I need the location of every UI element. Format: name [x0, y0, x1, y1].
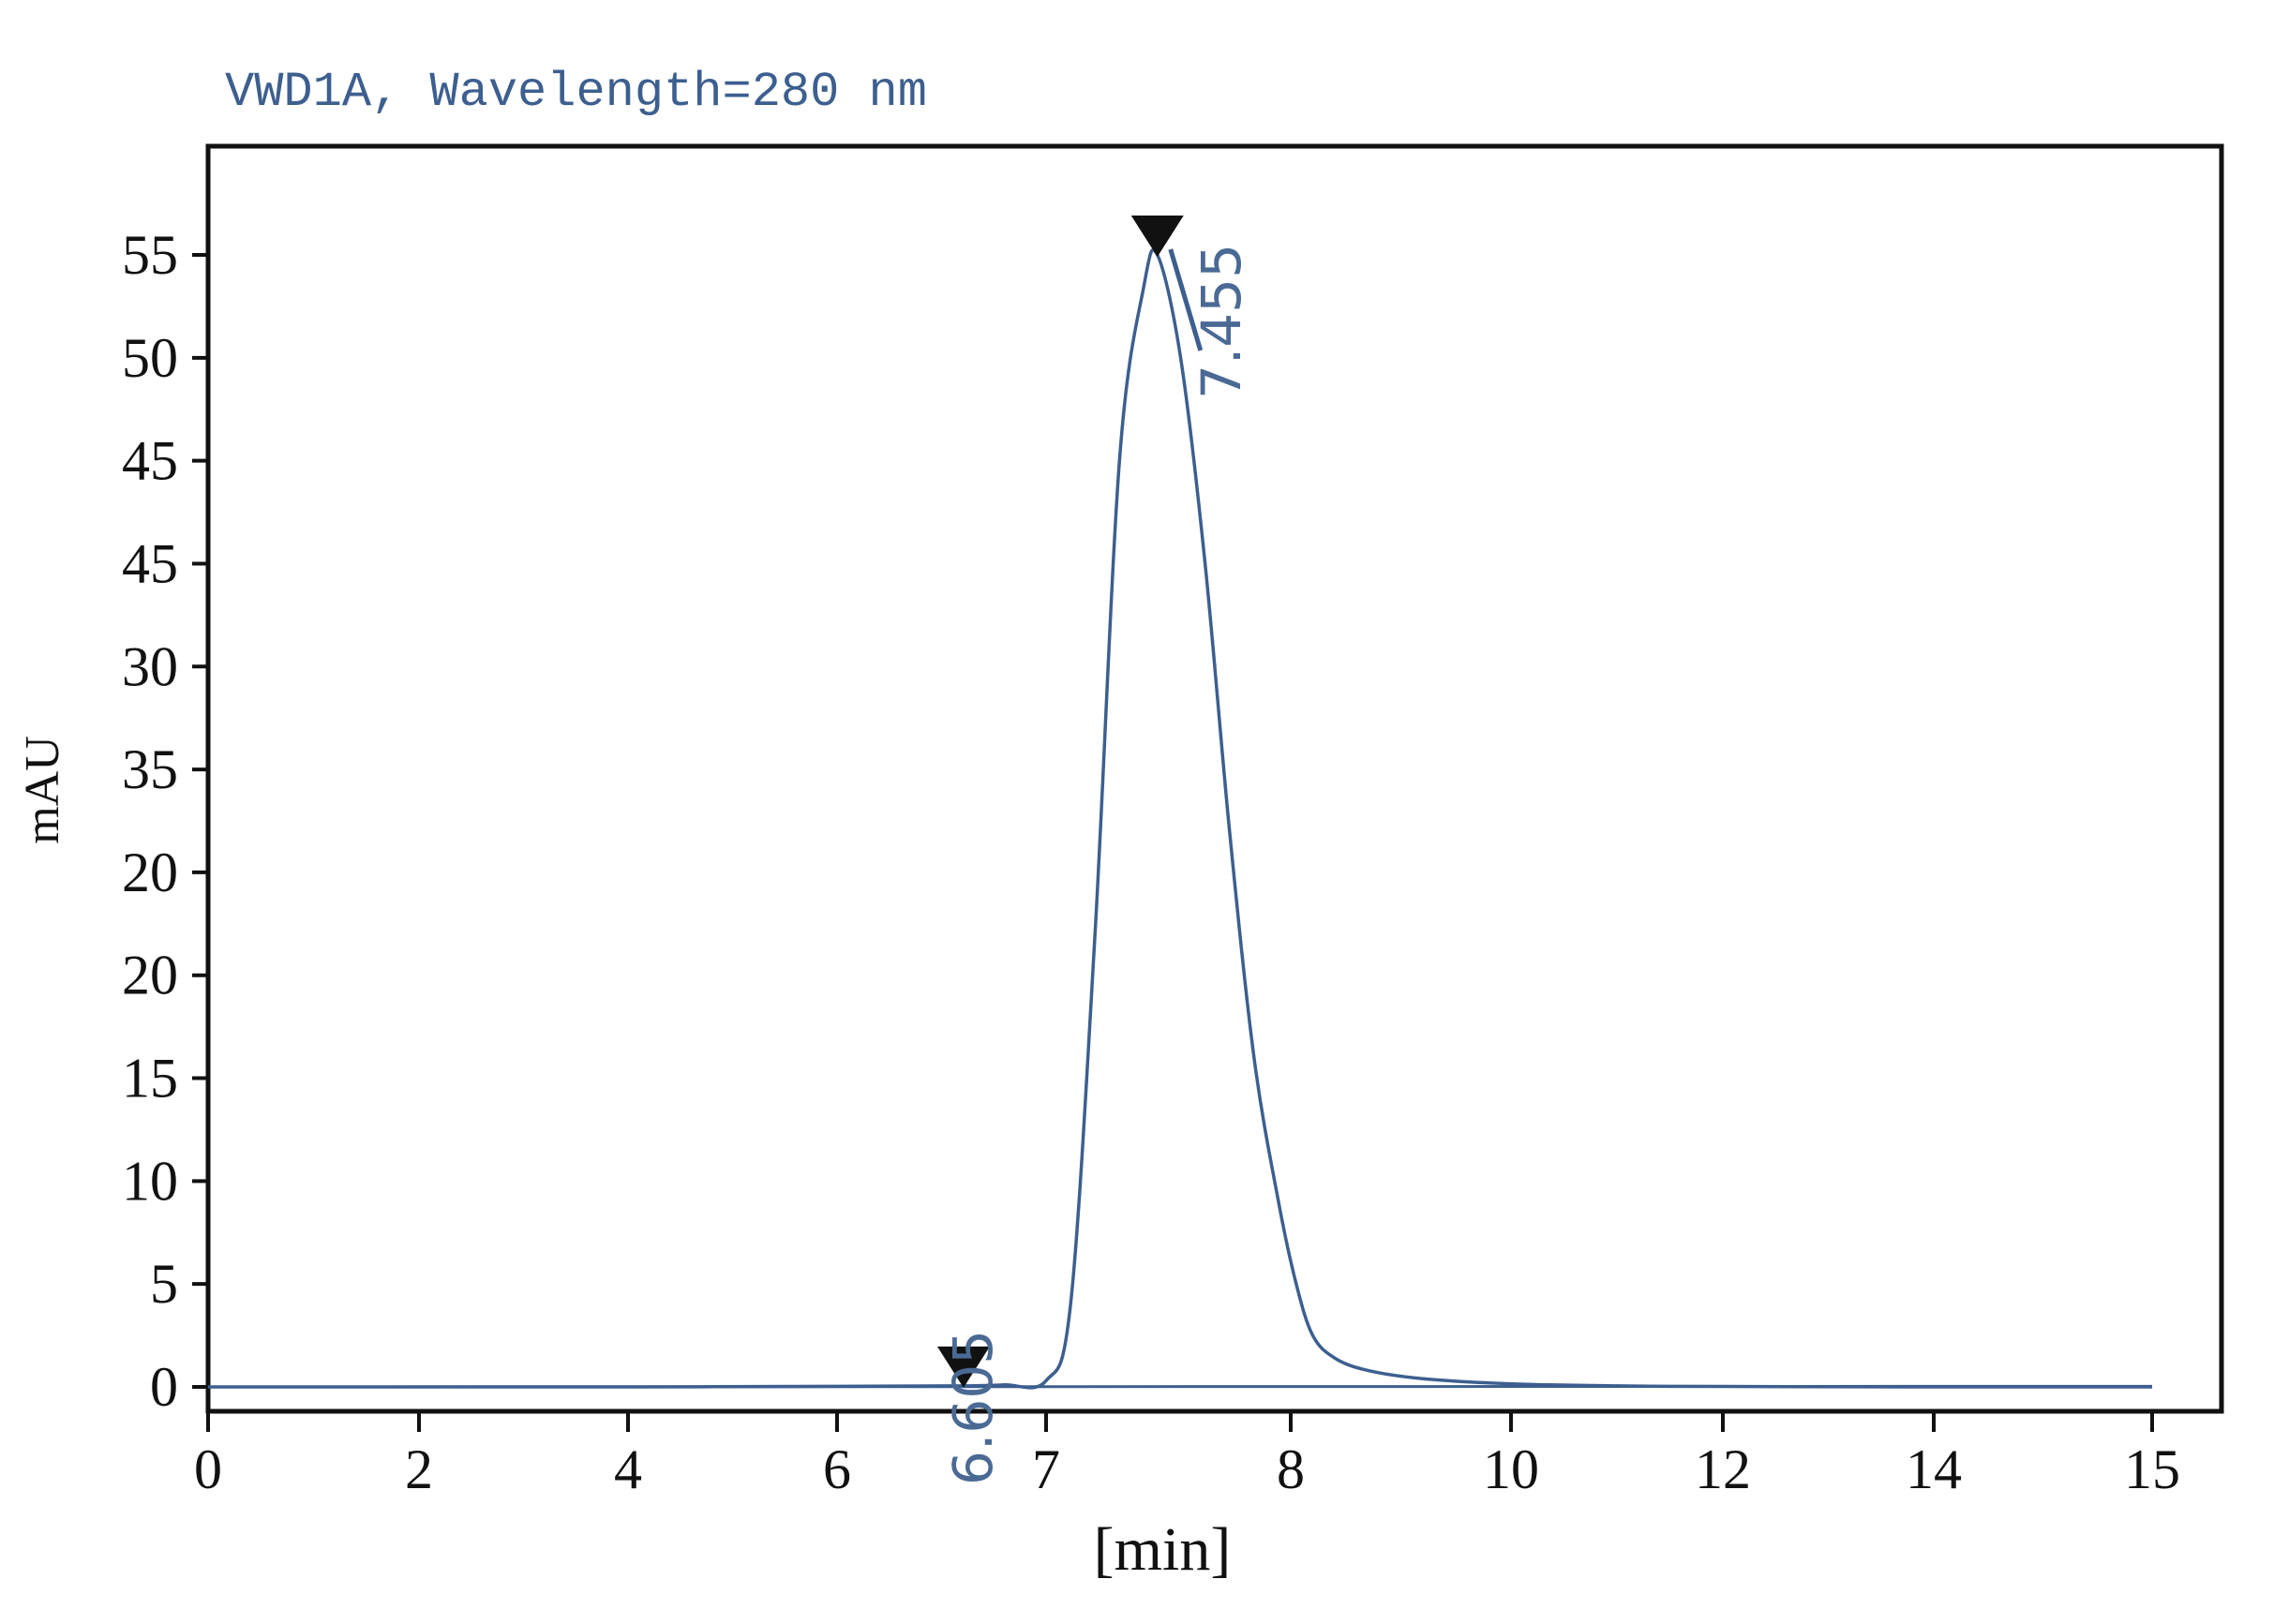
- peak-retention-time-label: 7.455: [1189, 244, 1253, 399]
- y-tick-label: 35: [122, 738, 178, 800]
- y-tick-label: 0: [150, 1356, 178, 1418]
- x-tick-label: 4: [614, 1438, 642, 1500]
- x-tick-label: 10: [1483, 1438, 1539, 1500]
- y-tick-label: 30: [122, 635, 178, 697]
- x-tick-label: 12: [1695, 1438, 1751, 1500]
- x-tick-label: 15: [2124, 1438, 2180, 1500]
- plot-content: 6.605 7.455: [207, 216, 2153, 1485]
- x-tick-label: 0: [194, 1438, 222, 1500]
- y-tick-label: 45: [122, 430, 178, 492]
- x-tick-label: 2: [405, 1438, 433, 1500]
- chromatogram-trace: [207, 247, 2153, 1390]
- chart-title: VWD1A, Wavelength=280 nm: [225, 65, 927, 120]
- y-tick-label: 10: [122, 1150, 178, 1212]
- peak-marker-triangle: [1130, 216, 1184, 257]
- x-axis: 0 2 4 6 7 8 10 12 14 15: [194, 1411, 2180, 1500]
- y-axis: 0 5 10 15 20 20 35 30 45 45 50 55: [122, 224, 208, 1418]
- y-tick-label: 50: [122, 327, 178, 389]
- y-tick-label: 15: [122, 1048, 178, 1110]
- y-tick-label: 20: [122, 945, 178, 1006]
- y-tick-label: 45: [122, 532, 178, 594]
- y-tick-label: 55: [122, 224, 178, 286]
- y-tick-label: 5: [150, 1253, 178, 1315]
- y-axis-label: mAU: [16, 736, 69, 844]
- x-tick-label: 6: [823, 1438, 851, 1500]
- plot-frame: [205, 143, 2224, 1414]
- x-tick-label: 7: [1032, 1438, 1060, 1500]
- x-axis-label: [min]: [1094, 1515, 1232, 1584]
- peak-label-leader: [1168, 248, 1204, 351]
- peak-marker-triangle: [936, 1346, 990, 1388]
- x-tick-label: 8: [1277, 1438, 1305, 1500]
- peak-retention-time-label: 6.605: [941, 1330, 1005, 1485]
- y-tick-label: 20: [122, 842, 178, 903]
- x-tick-label: 14: [1906, 1438, 1962, 1500]
